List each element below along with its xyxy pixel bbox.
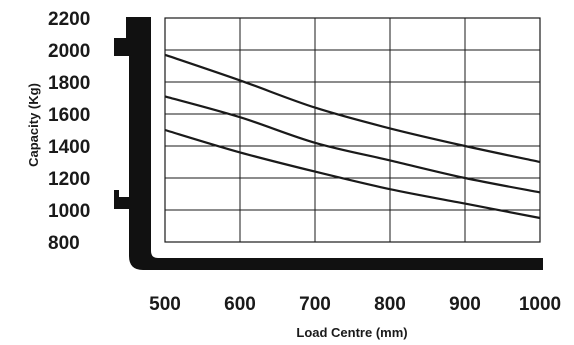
y-tick-label: 2200 bbox=[48, 9, 90, 30]
grid-lines bbox=[165, 18, 540, 242]
y-tick-label: 1600 bbox=[48, 105, 90, 126]
x-tick-label: 700 bbox=[299, 294, 331, 315]
x-axis-label: Load Centre (mm) bbox=[296, 325, 407, 340]
y-tick-label: 1000 bbox=[48, 201, 90, 222]
series-line-3 bbox=[164, 53, 541, 164]
series-lines bbox=[164, 53, 541, 220]
plot-frame bbox=[164, 17, 541, 243]
y-tick-label: 1200 bbox=[48, 169, 90, 190]
plot-border bbox=[164, 17, 541, 243]
x-tick-label: 800 bbox=[374, 294, 406, 315]
series-line-1 bbox=[164, 95, 541, 194]
y-tick-label: 1800 bbox=[48, 73, 90, 94]
series-line-2 bbox=[164, 128, 541, 220]
y-tick-label: 800 bbox=[48, 233, 80, 254]
fork-icon bbox=[114, 17, 543, 270]
x-axis-ticks: 500 600 700 800 900 1000 bbox=[149, 294, 561, 315]
x-tick-label: 900 bbox=[449, 294, 481, 315]
x-tick-label: 600 bbox=[224, 294, 256, 315]
y-tick-label: 1400 bbox=[48, 137, 90, 158]
y-axis-ticks: 2200 2000 1800 1600 1400 1200 1000 800 bbox=[48, 9, 90, 254]
x-tick-label: 1000 bbox=[519, 294, 561, 315]
x-tick-label: 500 bbox=[149, 294, 181, 315]
y-axis-label: Capacity (Kg) bbox=[26, 83, 41, 167]
y-tick-label: 2000 bbox=[48, 41, 90, 62]
